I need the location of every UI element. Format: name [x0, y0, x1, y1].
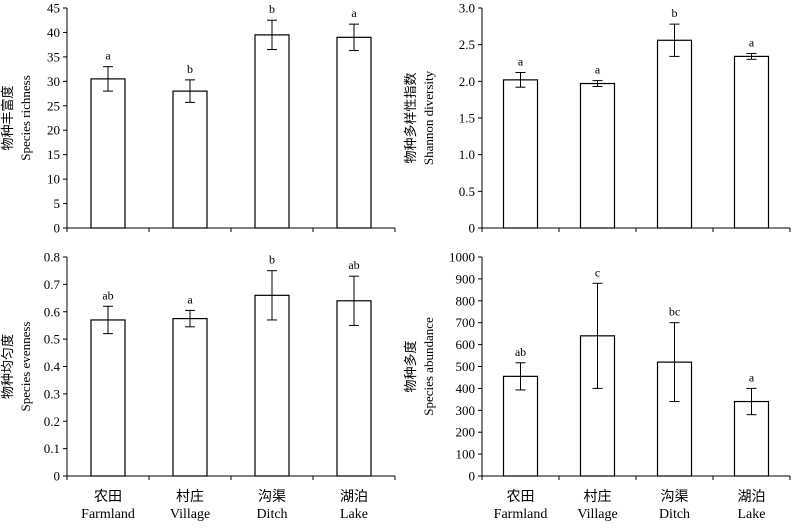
y-tick-label: 15	[47, 147, 60, 162]
y-tick-label: 2.0	[459, 74, 475, 89]
bar	[172, 317, 208, 477]
y-tick-label: 5	[54, 196, 61, 211]
significance-letter: b	[269, 253, 275, 267]
y-axis-title-cn: 物种多样性指数	[403, 72, 418, 163]
y-tick-label: 3.0	[459, 1, 475, 16]
y-tick-label: 500	[456, 359, 476, 374]
y-tick-label: 0.2	[44, 414, 60, 429]
x-tick-label-en: Ditch	[256, 507, 287, 522]
y-tick-label: 1000	[449, 250, 475, 265]
bar	[733, 55, 770, 229]
y-tick-label: 300	[456, 403, 476, 418]
y-tick-label: 0.4	[44, 359, 61, 374]
bar	[90, 319, 126, 477]
x-tick-label-cn: 村庄	[584, 488, 612, 505]
x-tick-label-en: Farmland	[81, 507, 135, 522]
bar	[502, 375, 539, 477]
x-tick-label-cn: 农田	[507, 489, 535, 505]
x-tick-label-cn: 湖泊	[738, 489, 766, 505]
y-tick-label: 25	[47, 98, 60, 113]
bar	[656, 39, 693, 229]
y-tick-label: 700	[456, 315, 476, 330]
y-axis-title-en: Species richness	[18, 75, 33, 161]
y-tick-label: 0.5	[459, 184, 475, 199]
y-tick-label: 35	[47, 49, 60, 64]
bar	[90, 78, 126, 229]
bar	[172, 90, 208, 229]
y-axis-title-cn: 物种均匀度	[0, 334, 15, 399]
y-axis-title-cn: 物种多度	[403, 340, 418, 392]
y-tick-label: 400	[456, 381, 476, 396]
y-tick-label: 900	[456, 271, 476, 286]
x-tick-label-cn: 沟渠	[661, 489, 689, 505]
significance-letter: a	[351, 6, 357, 20]
y-tick-label: 200	[456, 425, 476, 440]
y-tick-label: 0.6	[44, 304, 61, 319]
significance-letter: b	[187, 62, 193, 76]
y-tick-label: 0.3	[44, 386, 60, 401]
significance-letter: bc	[669, 305, 680, 319]
x-tick-label-en: Ditch	[659, 507, 690, 522]
y-tick-label: 45	[47, 1, 60, 16]
y-tick-label: 10	[47, 172, 60, 187]
y-tick-label: 20	[47, 123, 60, 138]
bar	[336, 36, 372, 229]
y-tick-label: 0.8	[44, 250, 60, 265]
y-tick-label: 0.5	[44, 332, 60, 347]
x-tick-label-en: Village	[170, 507, 210, 522]
y-tick-label: 800	[456, 293, 476, 308]
x-tick-label-en: Lake	[738, 507, 766, 522]
y-tick-label: 0.7	[44, 277, 61, 292]
significance-letter: c	[595, 265, 600, 279]
significance-letter: ab	[515, 345, 526, 359]
x-tick-label-cn: 沟渠	[258, 489, 286, 505]
x-tick-label-cn: 村庄	[176, 488, 204, 505]
significance-letter: a	[749, 370, 755, 384]
x-tick-label-cn: 农田	[94, 489, 122, 505]
bar	[502, 79, 539, 229]
y-tick-label: 40	[47, 25, 60, 40]
significance-letter: a	[518, 55, 524, 69]
x-tick-label-en: Lake	[340, 507, 368, 522]
significance-letter: a	[749, 35, 755, 49]
y-tick-label: 0	[469, 469, 476, 484]
bar	[579, 82, 616, 229]
bar	[336, 300, 372, 477]
y-tick-label: 100	[456, 447, 476, 462]
x-tick-label-en: Farmland	[494, 507, 548, 522]
y-axis-title-cn: 物种丰富度	[0, 85, 15, 150]
significance-letter: a	[105, 49, 111, 63]
significance-letter: a	[187, 292, 193, 306]
y-tick-label: 0.1	[44, 441, 60, 456]
y-tick-label: 1.5	[459, 111, 475, 126]
x-tick-label-en: Village	[577, 507, 617, 522]
significance-letter: b	[269, 2, 275, 16]
y-tick-label: 1.0	[459, 147, 475, 162]
y-tick-label: 0	[54, 221, 61, 236]
y-tick-label: 600	[456, 337, 476, 352]
significance-letter: b	[672, 6, 678, 20]
y-tick-label: 0	[54, 469, 61, 484]
y-tick-label: 2.5	[459, 37, 475, 52]
y-axis-title-en: Species evenness	[18, 322, 33, 412]
bar	[254, 34, 290, 229]
y-tick-label: 0	[469, 221, 476, 236]
significance-letter: ab	[348, 258, 359, 272]
significance-letter: ab	[102, 288, 113, 302]
y-axis-title-en: Shannon diversity	[421, 70, 436, 165]
y-tick-label: 30	[47, 74, 60, 89]
bar	[254, 294, 290, 477]
x-tick-label-cn: 湖泊	[340, 489, 368, 505]
y-axis-title-en: Species abundance	[421, 317, 436, 416]
significance-letter: a	[595, 63, 601, 77]
